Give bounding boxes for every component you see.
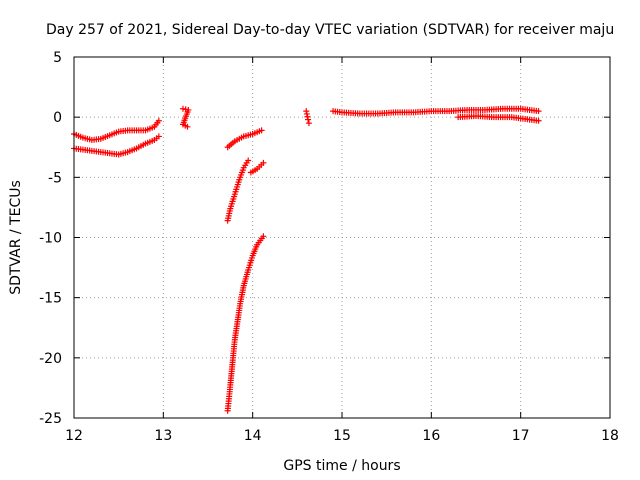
x-tick-label: 16 bbox=[422, 428, 440, 444]
data-point bbox=[155, 117, 162, 124]
x-tick-label: 12 bbox=[65, 428, 83, 444]
y-tick-label: -15 bbox=[39, 291, 62, 307]
data-point bbox=[184, 123, 191, 130]
x-tick-label: 13 bbox=[154, 428, 172, 444]
y-axis-label: SDTVAR / TECUs bbox=[8, 180, 24, 295]
y-tick-label: 0 bbox=[53, 110, 62, 126]
data-point bbox=[179, 105, 186, 112]
x-tick-label: 15 bbox=[333, 428, 351, 444]
data-point bbox=[305, 120, 312, 127]
data-point bbox=[260, 159, 267, 166]
grid-layer bbox=[74, 57, 610, 418]
y-tick-label: 5 bbox=[53, 50, 62, 66]
data-point bbox=[535, 117, 542, 124]
data-point bbox=[535, 108, 542, 115]
data-point bbox=[260, 233, 267, 240]
y-tick-label: -20 bbox=[39, 351, 62, 367]
x-tick-label: 14 bbox=[244, 428, 262, 444]
chart-title: Day 257 of 2021, Sidereal Day-to-day VTE… bbox=[46, 22, 614, 38]
y-tick-label: -10 bbox=[39, 231, 62, 247]
y-tick-label: -25 bbox=[39, 411, 62, 427]
tick-layer: 12 13 14 15 16 17 18 5 0 -5 -10 -15 -20 -25 bbox=[39, 50, 619, 444]
data-point bbox=[245, 157, 252, 164]
y-tick-label: -5 bbox=[48, 170, 62, 186]
plot-frame bbox=[73, 56, 611, 419]
x-tick-label: 17 bbox=[512, 428, 530, 444]
data-point bbox=[258, 127, 265, 134]
data-point bbox=[155, 133, 162, 140]
data-point bbox=[305, 116, 312, 123]
x-tick-label: 18 bbox=[601, 428, 619, 444]
data-points bbox=[71, 105, 542, 414]
x-axis-label: GPS time / hours bbox=[283, 458, 400, 474]
